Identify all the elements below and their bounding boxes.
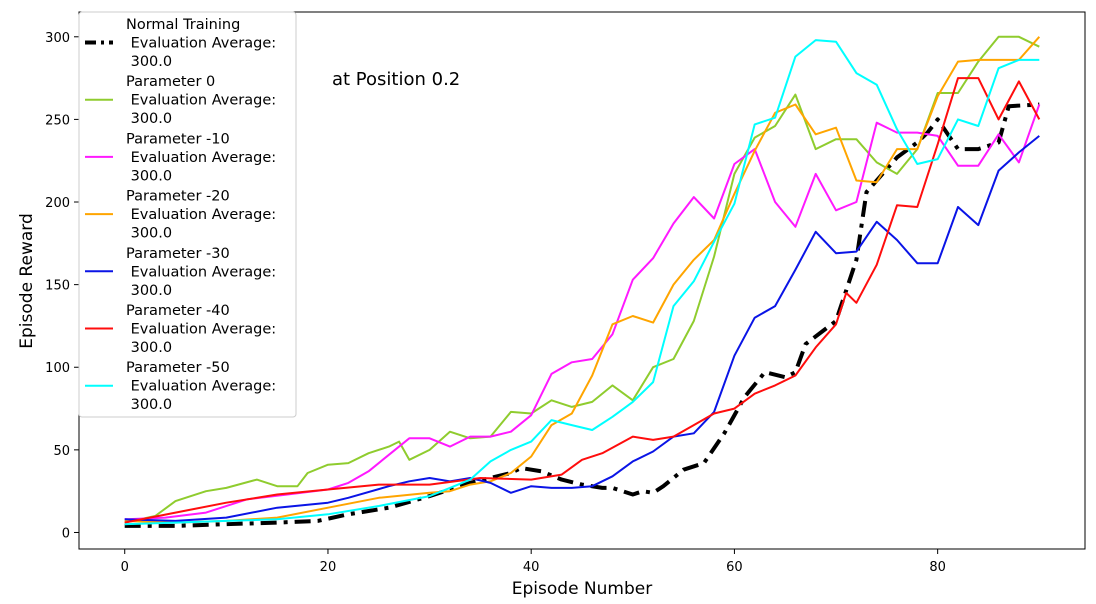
y-tick-label: 250 xyxy=(45,113,70,128)
series-line-6 xyxy=(124,39,1040,526)
x-tick-label: 80 xyxy=(929,560,946,575)
y-tick-label: 0 xyxy=(62,526,70,541)
chart-title-line: Protective Boundary xyxy=(327,48,510,69)
legend-label: Parameter -50 Evaluation Average: 300.0 xyxy=(126,360,276,413)
legend-box xyxy=(78,11,297,418)
y-tick-label: 150 xyxy=(45,279,70,294)
series-line-3 xyxy=(124,36,1041,524)
x-tick-label: 0 xyxy=(121,560,129,575)
legend-label: Parameter -30 Evaluation Average: 300.0 xyxy=(126,246,276,299)
y-tick-label: 50 xyxy=(53,444,70,459)
y-tick-label: 200 xyxy=(45,196,70,211)
chart-title-line: at Position 0.2 xyxy=(332,69,460,90)
legend-label: Normal Training Evaluation Average: 300.… xyxy=(126,17,276,70)
x-tick-label: 20 xyxy=(320,560,337,575)
series-line-0 xyxy=(124,102,1040,528)
y-axis-label: Episode Reward xyxy=(17,213,37,348)
x-axis-ticks: 0 20 40 60 80 xyxy=(121,549,946,575)
legend-label: Parameter 0 Evaluation Average: 300.0 xyxy=(126,74,276,127)
plot-lines xyxy=(124,35,1041,528)
legend: Normal Training Evaluation Average: 300.… xyxy=(78,11,297,418)
legend-label: Parameter -10 Evaluation Average: 300.0 xyxy=(126,131,276,184)
y-axis-ticks: 0 50 100 150 200 250 300 xyxy=(45,31,79,541)
legend-label: Parameter -20 Evaluation Average: 300.0 xyxy=(126,189,276,242)
x-tick-label: 40 xyxy=(523,560,540,575)
x-axis-label: Episode Number xyxy=(512,579,652,599)
series-line-5 xyxy=(124,77,1041,524)
y-tick-label: 300 xyxy=(45,31,70,46)
y-tick-label: 100 xyxy=(45,361,70,376)
x-tick-label: 60 xyxy=(726,560,743,575)
series-line-1 xyxy=(124,35,1040,524)
series-line-2 xyxy=(124,104,1041,521)
legend-label: Parameter -40 Evaluation Average: 300.0 xyxy=(126,303,276,356)
